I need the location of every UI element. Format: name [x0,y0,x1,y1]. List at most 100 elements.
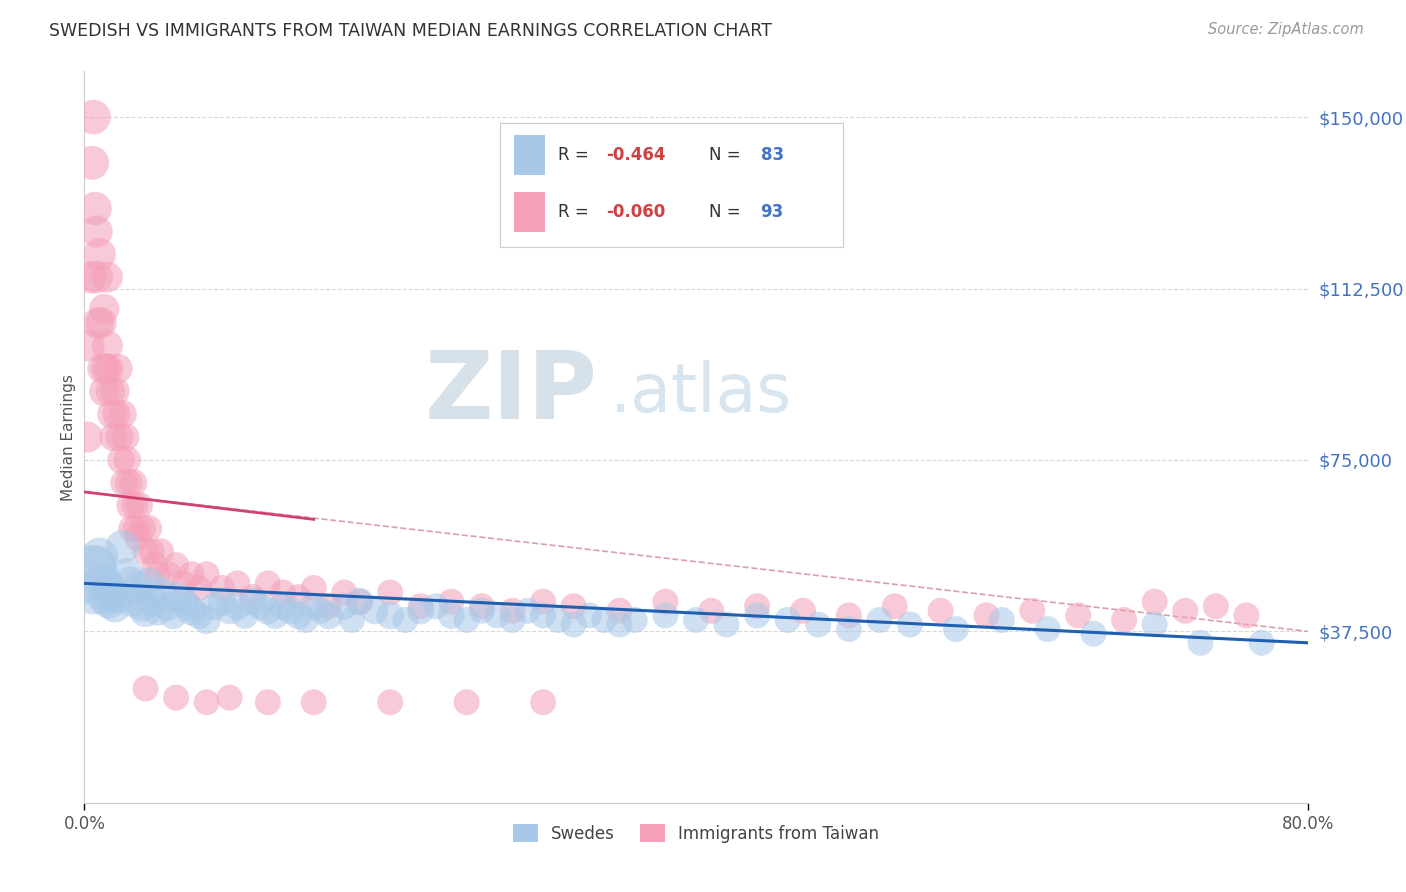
Point [79,270,101,285]
Point [991,613,1014,627]
Point [173,576,195,591]
Point [96,270,118,285]
Point [792,604,814,618]
Point [1205,599,1227,614]
Point [90,316,112,330]
Text: Source: ZipAtlas.com: Source: ZipAtlas.com [1208,22,1364,37]
Point [91,576,114,591]
Point [1189,636,1212,650]
Point [157,599,180,614]
Point [211,581,233,595]
Point [118,475,141,490]
Point [180,604,202,618]
Point [77,567,100,582]
Point [104,384,127,399]
Point [86,224,108,238]
Point [609,617,631,632]
Point [180,567,202,582]
Point [295,613,318,627]
Point [97,594,120,608]
Point [1114,613,1136,627]
Point [115,453,138,467]
Point [143,558,166,573]
Point [456,613,478,627]
Point [135,604,157,618]
Point [1067,608,1090,623]
Point [98,384,121,399]
Point [547,613,569,627]
Point [394,613,416,627]
Point [440,594,463,608]
Point [456,695,478,709]
Point [165,590,187,604]
Point [77,338,100,352]
Point [1083,626,1105,640]
Point [1174,604,1197,618]
Point [111,407,134,421]
Point [318,599,340,614]
Point [125,521,148,535]
Point [838,622,860,636]
Point [211,594,233,608]
Point [149,544,172,558]
Text: .atlas: .atlas [610,360,793,426]
Point [425,599,447,614]
Point [945,622,967,636]
Point [108,430,131,444]
Point [700,604,723,618]
Point [654,594,676,608]
Point [157,567,180,582]
Point [1143,594,1166,608]
Point [380,695,402,709]
Point [271,599,294,614]
Point [202,599,225,614]
Point [531,608,554,623]
Point [86,270,108,285]
Point [94,590,117,604]
Point [177,599,200,614]
Point [83,110,105,124]
Point [1036,622,1059,636]
Point [257,695,280,709]
Point [138,521,160,535]
Point [165,690,187,705]
Point [94,361,117,376]
Point [122,594,145,608]
Point [127,531,149,545]
Point [340,613,363,627]
Point [776,613,799,627]
Point [1250,636,1272,650]
Point [516,604,538,618]
Point [929,604,952,618]
Point [287,590,309,604]
Text: ZIP: ZIP [425,347,598,439]
Point [747,608,769,623]
Point [654,608,676,623]
Point [249,599,271,614]
Point [242,594,264,608]
Point [135,681,157,696]
Point [257,576,280,591]
Point [409,599,432,614]
Point [280,604,302,618]
Point [97,361,120,376]
Point [105,407,128,421]
Point [141,544,163,558]
Point [409,604,432,618]
Point [302,599,325,614]
Point [486,608,509,623]
Point [593,613,616,627]
Point [302,581,325,595]
Point [311,604,333,618]
Point [110,453,132,467]
Point [226,599,249,614]
Point [124,499,146,513]
Point [87,316,110,330]
Point [104,599,127,614]
Point [146,567,169,582]
Point [807,617,830,632]
Point [502,604,524,618]
Point [120,499,142,513]
Point [531,594,554,608]
Point [218,604,240,618]
